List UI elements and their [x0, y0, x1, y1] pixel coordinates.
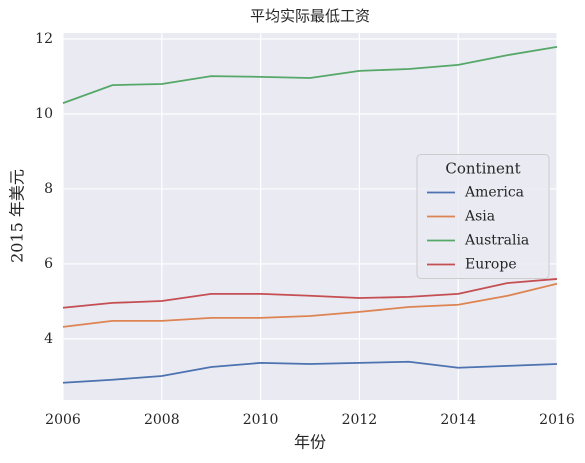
y-tick-label: 12	[35, 31, 53, 47]
legend-title: Continent	[445, 160, 520, 178]
legend-box	[416, 154, 550, 279]
x-tick-label: 2008	[144, 412, 180, 428]
y-tick-label: 8	[44, 181, 53, 197]
legend-label: Australia	[464, 233, 529, 249]
y-tick-label: 6	[44, 256, 53, 272]
x-tick-label: 2006	[45, 412, 81, 428]
legend-label: America	[464, 185, 524, 201]
y-axis-label: 2015 年美元	[8, 169, 27, 263]
series-line	[62, 278, 558, 309]
legend-label: Asia	[464, 209, 495, 225]
x-tick-label: 2010	[243, 412, 279, 428]
x-tick-label: 2016	[539, 412, 575, 428]
legend-label: Europe	[465, 257, 517, 273]
x-axis-label: 年份	[294, 433, 326, 452]
x-tick-label: 2014	[440, 412, 476, 428]
x-tick-label: 2012	[342, 412, 378, 428]
y-tick-label: 10	[35, 106, 53, 122]
chart-title: 平均实际最低工资	[250, 7, 370, 25]
y-tick-label: 4	[44, 331, 53, 347]
series-line	[62, 45, 558, 104]
series-line	[62, 360, 558, 384]
series-line	[62, 282, 558, 328]
